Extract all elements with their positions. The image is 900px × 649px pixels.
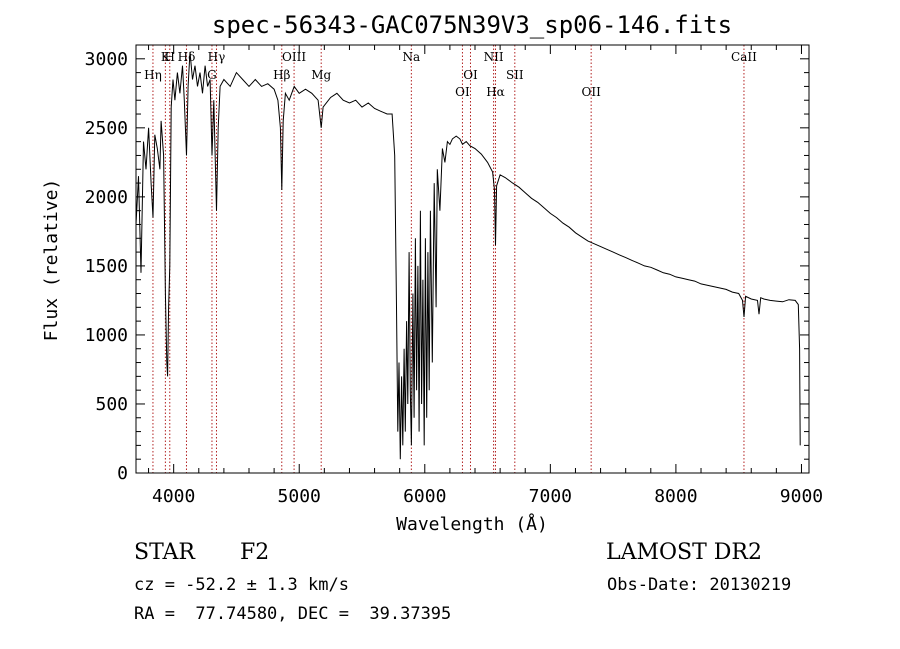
x-axis-label: Wavelength (Å)	[396, 513, 548, 535]
x-tick-label: 4000	[152, 486, 195, 507]
spectral-line-label: Na	[403, 50, 421, 64]
spectral-line-label: K	[161, 50, 171, 64]
y-tick-label: 500	[95, 394, 128, 415]
y-tick-label: 2500	[85, 118, 128, 139]
spectral-line-label: OI	[455, 85, 470, 99]
object-type: STAR	[134, 540, 195, 565]
x-tick-label: 6000	[403, 486, 446, 507]
spectral-line-label: OII	[581, 85, 601, 99]
chart-title: spec-56343-GAC075N39V3_sp06-146.fits	[212, 11, 732, 39]
spectral-line-label: Mg	[311, 68, 331, 82]
coordinates: RA = 77.74580, DEC = 39.37395	[134, 604, 452, 624]
observation-date: Obs-Date: 20130219	[607, 575, 792, 595]
x-tick-label: 8000	[654, 486, 697, 507]
spectral-line-label: CaII	[731, 50, 757, 64]
spectral-line-label: OIII	[282, 50, 306, 64]
y-axis-label: Flux (relative)	[41, 179, 62, 342]
spectral-line-label: Hβ	[273, 68, 290, 82]
x-axis: 4000 5000 6000 7000 8000 9000	[148, 45, 823, 507]
spectral-line-label: Hδ	[178, 50, 196, 64]
x-tick-label: 5000	[278, 486, 321, 507]
x-tick-label: 7000	[529, 486, 572, 507]
y-tick-label: 3000	[85, 49, 128, 70]
y-tick-label: 1500	[85, 256, 128, 277]
spectral-line-label: G	[207, 68, 217, 82]
spectral-line-label: SII	[506, 68, 524, 82]
y-axis: 0 500 1000 1500 2000 2500 3000	[85, 44, 809, 484]
x-tick-label: 9000	[780, 486, 823, 507]
survey-name: LAMOST DR2	[606, 540, 762, 565]
y-tick-label: 2000	[85, 187, 128, 208]
y-tick-label: 1000	[85, 325, 128, 346]
spectral-line-label: H	[165, 50, 175, 64]
spectral-line-label: Hα	[486, 85, 505, 99]
spectral-line-label: Hη	[144, 68, 162, 82]
spectral-line-label: OI	[463, 68, 478, 82]
flux-line	[135, 51, 801, 460]
spectral-line-label: NII	[484, 50, 504, 64]
plot-frame	[135, 44, 810, 474]
y-tick-label: 0	[117, 463, 128, 484]
spectrum-chart: spec-56343-GAC075N39V3_sp06-146.fits Hη K…	[41, 11, 823, 535]
redshift-velocity: cz = -52.2 ± 1.3 km/s	[134, 575, 349, 595]
spectral-line-label: Hγ	[208, 50, 226, 64]
object-subclass: F2	[240, 540, 270, 565]
